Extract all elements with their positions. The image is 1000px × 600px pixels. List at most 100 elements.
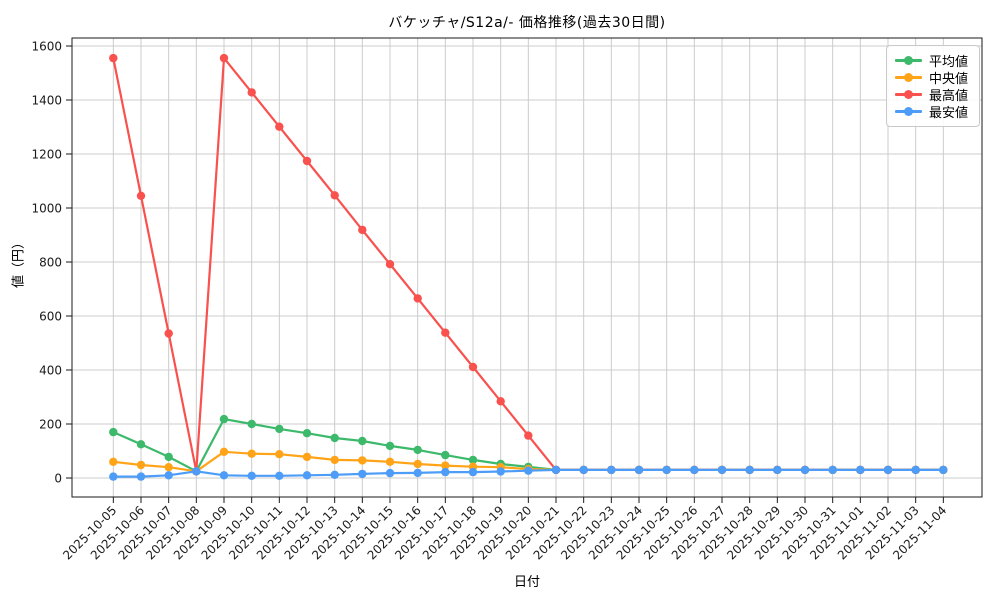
y-tick-labels: 0 200 400 600 800 1000 1200 1400 1600 [31,40,62,486]
y-tick-label: 800 [39,256,62,270]
data-point-max [275,122,284,131]
data-point-min [136,472,146,481]
data-point-min [219,471,229,480]
legend-item-min: 最安値 [895,103,973,121]
data-point-average [164,452,173,462]
legend: 平均値中央値最高値最安値 [886,45,980,127]
y-axis-label: 値（円） [11,235,27,289]
data-point-max [302,156,312,166]
data-point-median [164,463,173,472]
legend-marker-min [895,103,922,120]
data-point-average [413,445,422,455]
data-point-min [579,465,588,475]
y-tick-label: 200 [39,418,62,432]
legend-label-min: 最安値 [929,106,969,121]
data-point-min [800,465,810,475]
data-point-min [634,465,644,475]
data-point-max [358,225,367,235]
data-point-average [468,455,478,465]
data-point-min [717,465,727,475]
chart-title: バケッチャ/S12a/- 価格推移(過去30日間) [388,15,666,31]
axes-frame [71,37,983,498]
data-point-max [247,88,256,97]
legend-marker-average [895,52,922,69]
legend-item-median: 中央値 [895,69,973,87]
y-tick-label: 1600 [31,40,62,54]
data-point-median [358,456,367,465]
legend-label-average: 平均値 [929,55,969,70]
data-point-min [247,471,256,480]
data-point-min [883,465,893,475]
data-point-min [773,465,782,475]
data-point-min [662,465,671,475]
data-point-min [441,467,450,477]
data-point-min [607,465,616,475]
data-point-min [385,468,395,478]
data-point-median [247,449,256,458]
data-point-median [109,457,118,466]
gridlines [72,38,982,497]
data-point-min [524,466,533,475]
tick-marks [66,45,944,503]
data-point-median [385,457,395,466]
y-tick-label: 600 [39,310,62,324]
data-point-min [496,467,505,476]
data-point-max [164,329,173,338]
data-point-average [219,414,229,424]
data-point-median [413,459,422,469]
data-point-min [745,465,754,475]
y-tick-label: 1200 [31,148,62,162]
data-point-min [468,467,478,477]
data-point-max [496,397,505,406]
data-point-min [192,467,201,476]
data-point-min [413,468,422,478]
data-point-min [275,471,284,480]
data-point-min [690,465,699,475]
data-point-min [551,465,561,475]
data-point-max [330,191,339,200]
legend-item-max: 最高値 [895,86,973,104]
data-point-min [828,465,837,475]
data-point-average [247,419,256,429]
data-point-median [302,452,312,462]
legend-label-max: 最高値 [929,89,969,104]
y-tick-label: 0 [54,472,62,486]
data-point-median [136,460,146,470]
legend-label-median: 中央値 [929,72,969,87]
y-tick-label: 1000 [31,202,62,216]
data-point-max [136,191,146,200]
data-point-min [911,465,920,475]
data-point-max [219,53,229,63]
data-point-median [330,455,339,465]
data-point-min [358,469,367,479]
x-axis-label: 日付 [513,575,540,590]
data-point-median [441,461,450,470]
series-min [109,465,948,481]
data-point-max [524,431,533,440]
data-point-average [136,440,146,449]
legend-marker-max [895,86,922,103]
data-point-median [219,447,229,456]
data-point-average [330,433,339,443]
legend-item-average: 平均値 [895,52,973,70]
data-point-min [109,472,118,481]
y-tick-label: 1400 [31,94,62,108]
data-point-max [468,362,478,372]
data-point-average [275,424,284,434]
y-tick-label: 400 [39,364,62,378]
legend-marker-median [895,69,922,86]
data-point-average [302,429,312,438]
data-point-median [275,450,284,459]
data-point-min [330,470,339,479]
data-point-min [939,465,948,475]
data-point-min [164,471,173,480]
data-point-average [385,441,395,451]
data-point-average [358,436,367,446]
data-point-min [856,465,865,475]
data-point-max [385,260,395,269]
data-point-average [441,450,450,460]
data-point-max [441,328,450,337]
data-point-max [109,53,118,63]
